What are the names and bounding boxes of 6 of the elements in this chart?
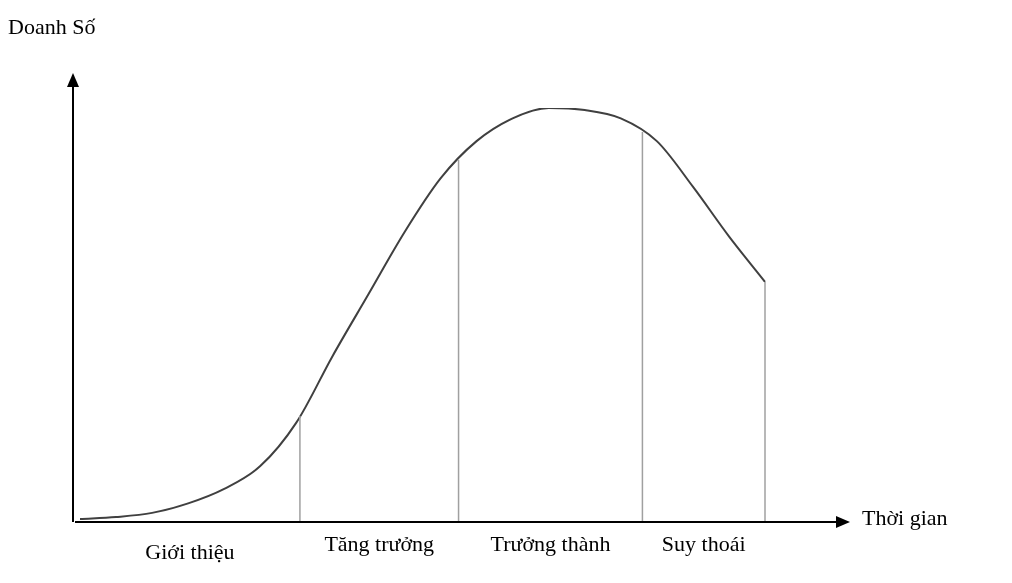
x-axis-title: Thời gian <box>862 504 948 530</box>
y-axis-title: Doanh Số <box>8 13 96 39</box>
text: Tăng trưởng <box>324 530 435 556</box>
text: Giới thiệu <box>145 538 235 564</box>
text: Trưởng thành <box>490 530 611 556</box>
text: Suy thoái <box>661 530 746 556</box>
